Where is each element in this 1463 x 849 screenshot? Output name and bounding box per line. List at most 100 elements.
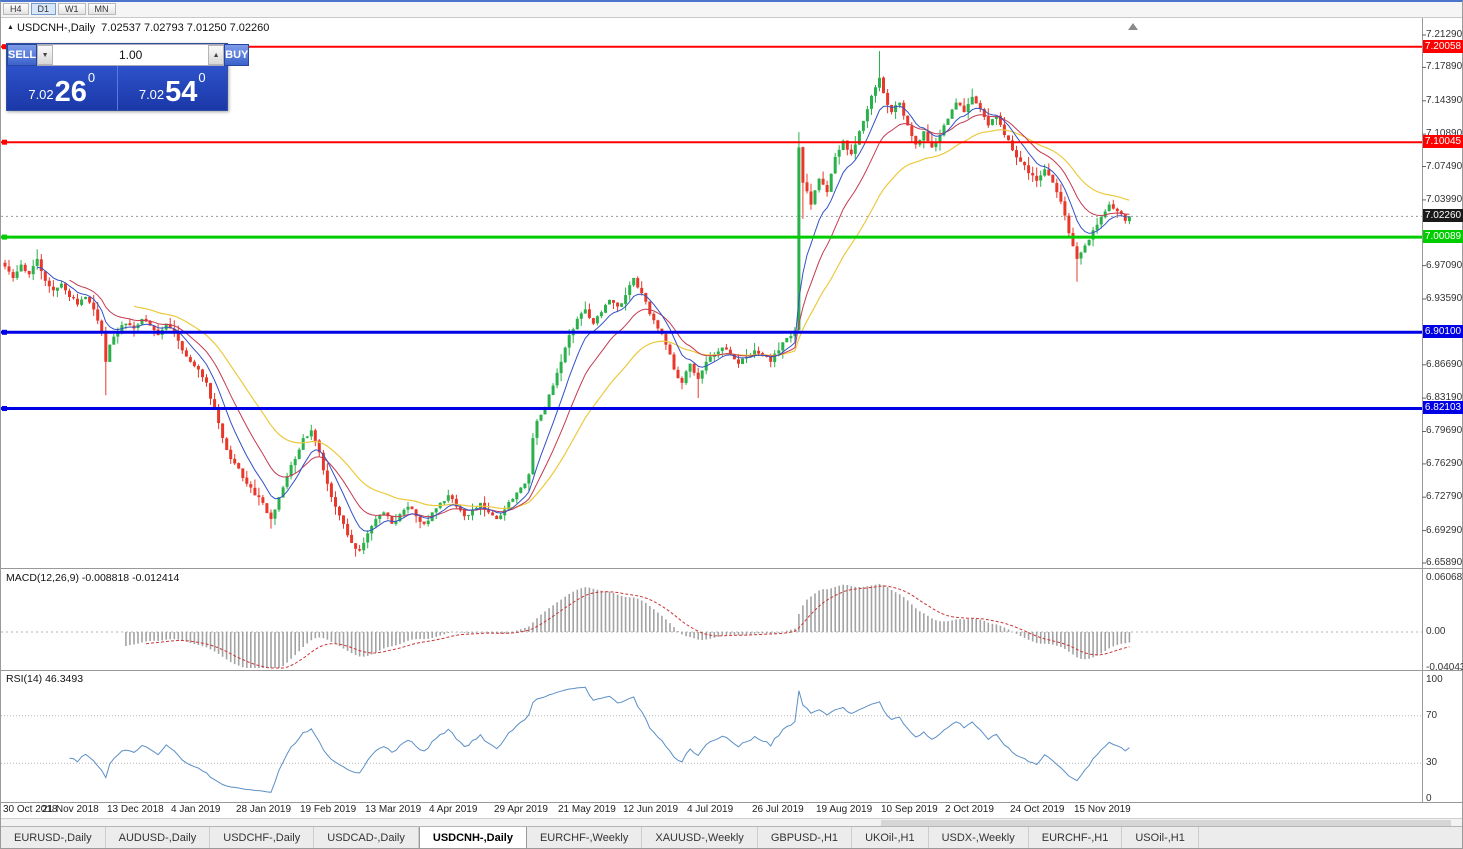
candle-body xyxy=(229,449,233,460)
candle-body xyxy=(1079,252,1083,259)
macd-histogram-bar xyxy=(516,630,518,632)
candle-body xyxy=(1075,246,1079,259)
candle-body xyxy=(426,520,430,525)
candle-body xyxy=(785,338,789,343)
volume-decrease-button[interactable]: ▼ xyxy=(37,45,54,65)
macd-histogram-bar xyxy=(911,604,913,632)
candle-body xyxy=(354,543,358,549)
chart-tab-gbpusd-h1[interactable]: GBPUSD-,H1 xyxy=(758,827,853,848)
macd-histogram-bar xyxy=(370,632,373,655)
candle-body xyxy=(176,332,180,341)
timeframe-button-mn[interactable]: MN xyxy=(87,3,116,15)
candle-body xyxy=(813,190,817,205)
candle-body xyxy=(563,347,567,363)
sell-button[interactable]: SELL xyxy=(7,44,38,66)
macd-histogram-bar xyxy=(681,632,683,635)
macd-histogram-bar xyxy=(798,613,800,632)
chart-tab-xauusd-weekly[interactable]: XAUUSD-,Weekly xyxy=(642,827,758,848)
scrollbar-thumb[interactable] xyxy=(881,820,1451,826)
macd-histogram-bar xyxy=(246,632,248,668)
buy-button[interactable]: BUY xyxy=(224,44,250,66)
chart-tab-eurusd-daily[interactable]: EURUSD-,Daily xyxy=(1,827,106,848)
chart-tab-audusd-daily[interactable]: AUDUSD-,Daily xyxy=(106,827,211,848)
chart-tab-usdcnh-daily[interactable]: USDCNH-,Daily xyxy=(418,827,527,848)
macd-histogram-bar xyxy=(346,632,349,651)
line-handle xyxy=(2,406,7,411)
candle-body xyxy=(1023,162,1027,166)
macd-histogram-bar xyxy=(322,632,325,639)
candle-body xyxy=(672,354,676,370)
chart-tab-ukoil-h1[interactable]: UKOil-,H1 xyxy=(852,827,929,848)
macd-histogram-bar xyxy=(616,594,619,632)
candle-body xyxy=(857,131,861,145)
macd-histogram-bar xyxy=(1096,632,1098,656)
timeframe-button-d1[interactable]: D1 xyxy=(30,3,57,15)
collapse-icon[interactable]: ▲ xyxy=(7,24,14,31)
chart-tab-usdx-weekly[interactable]: USDX-,Weekly xyxy=(929,827,1029,848)
candle-body xyxy=(31,266,35,275)
macd-histogram-bar xyxy=(475,632,478,633)
macd-histogram-bar xyxy=(499,632,502,634)
candle-body xyxy=(966,104,970,113)
volume-increase-button[interactable]: ▲ xyxy=(208,45,225,65)
candle-body xyxy=(716,351,720,355)
candle-body xyxy=(821,178,825,185)
macd-histogram-bar xyxy=(830,588,832,632)
macd-histogram-bar xyxy=(302,632,304,647)
candle-body xyxy=(720,347,724,352)
candle-body xyxy=(253,487,257,496)
candle-body xyxy=(1015,150,1018,158)
candle-body xyxy=(902,102,906,116)
macd-histogram-bar xyxy=(125,632,127,646)
candle-body xyxy=(346,523,350,536)
horizontal-scrollbar[interactable] xyxy=(1,818,1462,826)
candle-body xyxy=(511,499,515,502)
macd-histogram-bar xyxy=(790,629,792,632)
sell-price-display[interactable]: 7.02 26 0 xyxy=(7,66,118,110)
candle-body xyxy=(205,377,208,383)
chart-tab-usoil-h1[interactable]: USOil-,H1 xyxy=(1122,827,1199,848)
macd-histogram-bar xyxy=(387,632,389,648)
candle-body xyxy=(1123,214,1127,221)
candle-body xyxy=(958,102,962,106)
candle-body xyxy=(1107,204,1111,211)
chart-tab-usdchf-daily[interactable]: USDCHF-,Daily xyxy=(210,827,315,848)
macd-histogram-bar xyxy=(342,632,345,649)
candle-body xyxy=(92,302,96,310)
chart-tab-usdcad-daily[interactable]: USDCAD-,Daily xyxy=(314,827,419,848)
candle-body xyxy=(982,109,986,117)
sell-price-pips: 26 xyxy=(54,75,87,108)
buy-price-display[interactable]: 7.02 54 0 xyxy=(118,66,228,110)
macd-histogram-bar xyxy=(463,632,466,633)
chart-tab-eurchf-h1[interactable]: EURCHF-,H1 xyxy=(1029,827,1123,848)
candle-body xyxy=(970,96,974,105)
macd-histogram-bar xyxy=(612,592,615,632)
candle-body xyxy=(878,77,881,88)
candle-body xyxy=(688,363,692,372)
chart-tab-eurchf-weekly[interactable]: EURCHF-,Weekly xyxy=(527,827,643,848)
candle-body xyxy=(410,506,414,510)
macd-histogram-bar xyxy=(999,625,1002,632)
rsi-line xyxy=(69,686,1130,793)
macd-histogram-bar xyxy=(487,632,490,633)
macd-histogram-bar xyxy=(697,632,699,640)
macd-histogram-bar xyxy=(1100,632,1102,654)
macd-histogram-bar xyxy=(673,627,675,632)
timeframe-button-w1[interactable]: W1 xyxy=(58,3,86,15)
candle-body xyxy=(1019,157,1023,162)
candle-body xyxy=(728,349,732,355)
candle-body xyxy=(1071,233,1075,247)
candle-body xyxy=(870,95,873,109)
candle-body xyxy=(599,312,603,317)
macd-histogram-bar xyxy=(1015,632,1018,634)
macd-histogram-bar xyxy=(145,632,147,642)
candle-body xyxy=(297,449,301,460)
macd-histogram-bar xyxy=(882,585,885,632)
macd-histogram-bar xyxy=(1124,632,1127,644)
candle-body xyxy=(108,344,112,362)
timeframe-button-h4[interactable]: H4 xyxy=(3,3,29,15)
candle-body xyxy=(664,334,668,345)
macd-histogram-bar xyxy=(1072,632,1074,655)
volume-input[interactable] xyxy=(53,45,209,65)
